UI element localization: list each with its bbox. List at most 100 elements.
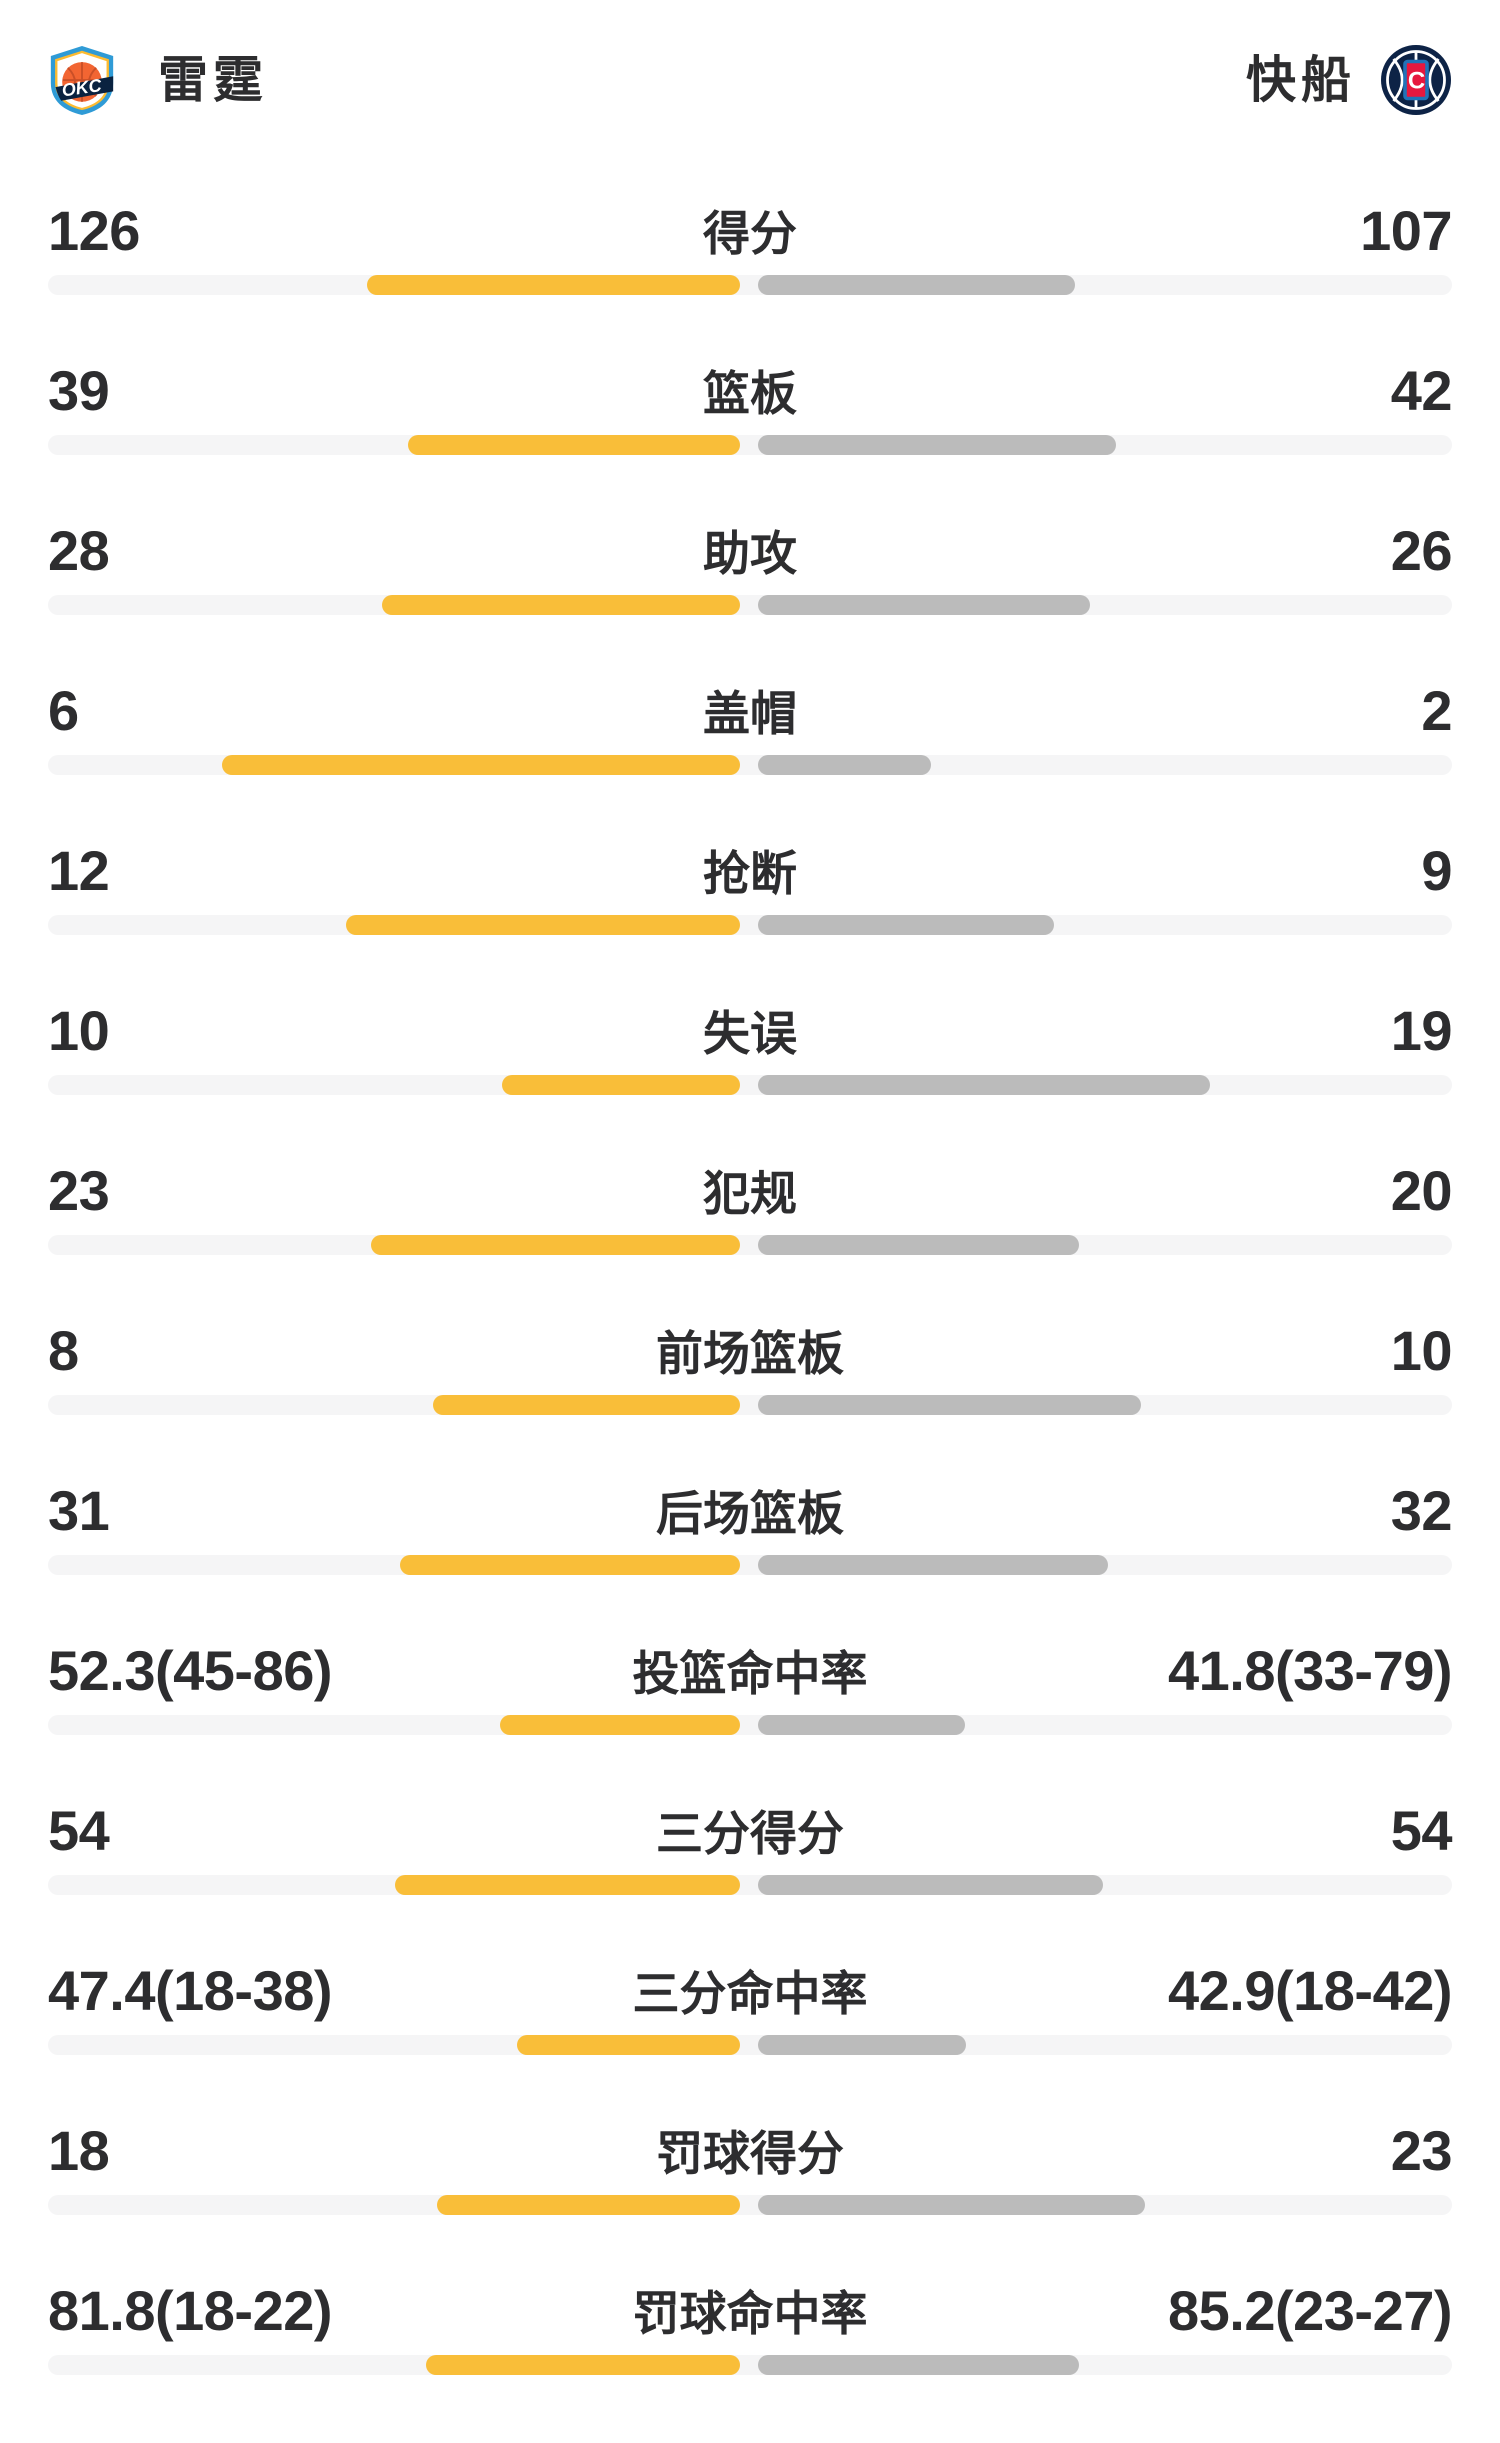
away-value: 54 bbox=[1390, 1799, 1453, 1862]
stat-row-values: 28 助攻 26 bbox=[48, 519, 1453, 582]
stat-row: 6 盖帽 2 bbox=[48, 679, 1453, 843]
away-bar bbox=[758, 2195, 1145, 2215]
home-value: 47.4(18-38) bbox=[48, 1959, 333, 2022]
stat-row-values: 8 前场篮板 10 bbox=[48, 1323, 1453, 1381]
stat-row-values: 6 盖帽 2 bbox=[48, 679, 1453, 742]
home-value: 54 bbox=[48, 1799, 110, 1862]
bar-track bbox=[48, 1075, 1452, 1095]
stat-row-values: 23 犯规 20 bbox=[48, 1159, 1453, 1222]
stat-label: 盖帽 bbox=[703, 687, 797, 740]
away-value: 9 bbox=[1421, 839, 1452, 902]
stat-row: 18 罚球得分 23 bbox=[48, 2119, 1453, 2283]
home-bar bbox=[433, 1395, 740, 1415]
away-value: 85.2(23-27) bbox=[1167, 2279, 1453, 2342]
home-value: 10 bbox=[48, 999, 110, 1062]
stat-row-values: 47.4(18-38) 三分命中率 42.9(18-42) bbox=[48, 1959, 1453, 2022]
away-value: 42.9(18-42) bbox=[1167, 1959, 1453, 2022]
svg-text:C: C bbox=[1408, 68, 1425, 95]
away-bar bbox=[758, 2035, 966, 2055]
away-team-header: 快船 C bbox=[1246, 44, 1452, 116]
stat-label: 失误 bbox=[703, 1007, 797, 1060]
stat-row: 81.8(18-22) 罚球命中率 85.2(23-27) bbox=[48, 2283, 1452, 2443]
away-value: 26 bbox=[1390, 519, 1453, 582]
home-bar bbox=[367, 275, 740, 295]
stat-row: 54 三分得分 54 bbox=[48, 1799, 1453, 1963]
stat-label: 抢断 bbox=[703, 847, 797, 900]
home-bar bbox=[222, 755, 740, 775]
bar-track bbox=[48, 2035, 1452, 2055]
stat-label: 助攻 bbox=[703, 527, 797, 580]
stat-row-values: 52.3(45-86) 投篮命中率 41.8(33-79) bbox=[48, 1639, 1452, 1702]
away-value: 23 bbox=[1390, 2119, 1453, 2182]
home-value: 52.3(45-86) bbox=[48, 1639, 333, 1702]
stat-row-values: 54 三分得分 54 bbox=[48, 1799, 1453, 1862]
home-team-header: OKC 雷霆 bbox=[48, 44, 268, 116]
bar-track bbox=[48, 595, 1452, 615]
stat-label: 前场篮板 bbox=[656, 1327, 844, 1380]
stat-row: 28 助攻 26 bbox=[48, 519, 1453, 683]
home-value: 18 bbox=[48, 2119, 110, 2182]
home-value: 12 bbox=[48, 839, 110, 902]
stat-label: 投篮命中率 bbox=[632, 1647, 868, 1700]
away-value: 42 bbox=[1390, 359, 1453, 422]
home-bar bbox=[517, 2035, 740, 2055]
away-bar bbox=[758, 435, 1116, 455]
away-bar bbox=[758, 1875, 1103, 1895]
home-value: 126 bbox=[48, 199, 140, 262]
stat-label: 罚球命中率 bbox=[632, 2287, 868, 2340]
away-bar bbox=[758, 915, 1054, 935]
home-value: 31 bbox=[48, 1479, 110, 1542]
away-value: 2 bbox=[1421, 679, 1452, 742]
away-bar bbox=[758, 1075, 1210, 1095]
home-bar bbox=[408, 435, 740, 455]
away-value: 107 bbox=[1360, 199, 1452, 262]
away-bar bbox=[758, 1555, 1108, 1575]
away-bar bbox=[758, 755, 931, 775]
stat-row-values: 39 篮板 42 bbox=[48, 359, 1453, 422]
home-value: 6 bbox=[48, 679, 79, 742]
bar-track bbox=[48, 1715, 1452, 1735]
stat-row: 31 后场篮板 32 bbox=[48, 1479, 1453, 1643]
home-bar bbox=[500, 1715, 740, 1735]
home-team-name: 雷霆 bbox=[158, 52, 268, 108]
home-value: 81.8(18-22) bbox=[48, 2279, 333, 2342]
stat-row-values: 81.8(18-22) 罚球命中率 85.2(23-27) bbox=[48, 2279, 1453, 2342]
stat-label: 三分得分 bbox=[656, 1807, 844, 1860]
away-value: 32 bbox=[1390, 1479, 1453, 1542]
bar-track bbox=[48, 275, 1452, 295]
stat-label: 三分命中率 bbox=[632, 1967, 868, 2020]
stat-row-values: 12 抢断 9 bbox=[48, 839, 1453, 902]
bar-track bbox=[48, 1555, 1452, 1575]
stat-label: 篮板 bbox=[703, 367, 797, 420]
stat-row-values: 31 后场篮板 32 bbox=[48, 1479, 1453, 1542]
home-bar bbox=[502, 1075, 740, 1095]
stat-row: 12 抢断 9 bbox=[48, 839, 1453, 1003]
home-value: 23 bbox=[48, 1159, 110, 1222]
stat-row-values: 126 得分 107 bbox=[48, 199, 1453, 262]
stat-row: 52.3(45-86) 投篮命中率 41.8(33-79) bbox=[48, 1643, 1452, 1803]
stats-list: 126 得分 107 39 篮板 42 28 助攻 26 bbox=[48, 199, 1453, 2443]
home-bar bbox=[371, 1235, 740, 1255]
home-value: 39 bbox=[48, 359, 110, 422]
bar-track bbox=[48, 1235, 1452, 1255]
away-team-name: 快船 bbox=[1246, 52, 1356, 108]
stat-row: 10 失误 19 bbox=[48, 999, 1453, 1163]
home-bar bbox=[382, 595, 740, 615]
stat-row: 39 篮板 42 bbox=[48, 359, 1453, 523]
stat-row: 47.4(18-38) 三分命中率 42.9(18-42) bbox=[48, 1963, 1452, 2123]
bar-track bbox=[48, 2195, 1452, 2215]
bar-track bbox=[48, 1875, 1452, 1895]
stat-label: 得分 bbox=[703, 207, 797, 260]
bar-track bbox=[48, 755, 1452, 775]
stat-label: 犯规 bbox=[703, 1167, 797, 1220]
home-bar bbox=[426, 2355, 740, 2375]
la-clippers-logo: C bbox=[1381, 45, 1451, 115]
stat-row-values: 18 罚球得分 23 bbox=[48, 2119, 1453, 2182]
away-bar bbox=[758, 1235, 1079, 1255]
stat-row: 23 犯规 20 bbox=[48, 1159, 1453, 1323]
away-bar bbox=[758, 275, 1075, 295]
stat-label: 罚球得分 bbox=[656, 2127, 844, 2180]
home-value: 28 bbox=[48, 519, 110, 582]
home-bar bbox=[346, 915, 740, 935]
